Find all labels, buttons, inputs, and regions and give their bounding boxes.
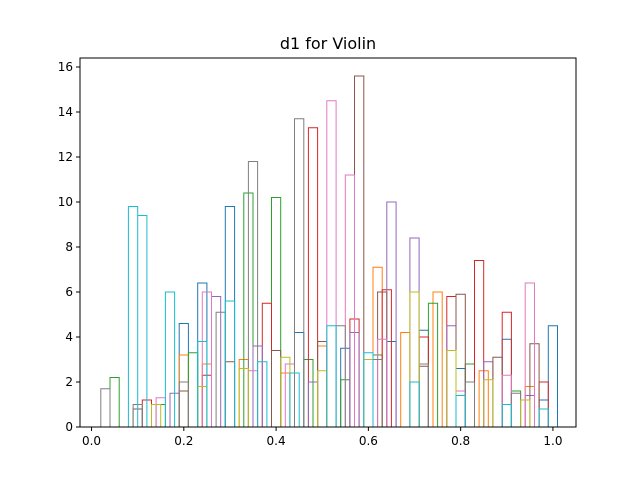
y-tick-label: 12 xyxy=(58,150,73,164)
y-tick-label: 16 xyxy=(58,60,73,74)
x-tick-label: 0.0 xyxy=(82,434,101,448)
y-tick-label: 10 xyxy=(58,195,73,209)
axes-frame xyxy=(79,57,577,428)
y-tick-label: 4 xyxy=(65,330,73,344)
x-tick-label: 1.0 xyxy=(543,434,562,448)
y-tick-label: 6 xyxy=(65,285,73,299)
series-line-9 xyxy=(127,206,549,427)
y-tick-label: 0 xyxy=(65,420,73,434)
chart-title: d1 for Violin xyxy=(280,34,376,53)
x-tick-label: 0.4 xyxy=(267,434,286,448)
axes: 0.0 0.2 0.4 0.6 0.8 1.0 0 2 4 6 8 10 12 14 16 xyxy=(58,57,577,448)
x-tick-label: 0.2 xyxy=(174,434,193,448)
series-line-8 xyxy=(151,291,531,427)
y-tick-label: 2 xyxy=(65,375,73,389)
y-tick-label: 8 xyxy=(65,240,73,254)
x-tick-label: 0.8 xyxy=(451,434,470,448)
y-tick-label: 14 xyxy=(58,105,73,119)
plot-area xyxy=(100,75,558,427)
x-tick-label: 0.6 xyxy=(359,434,378,448)
